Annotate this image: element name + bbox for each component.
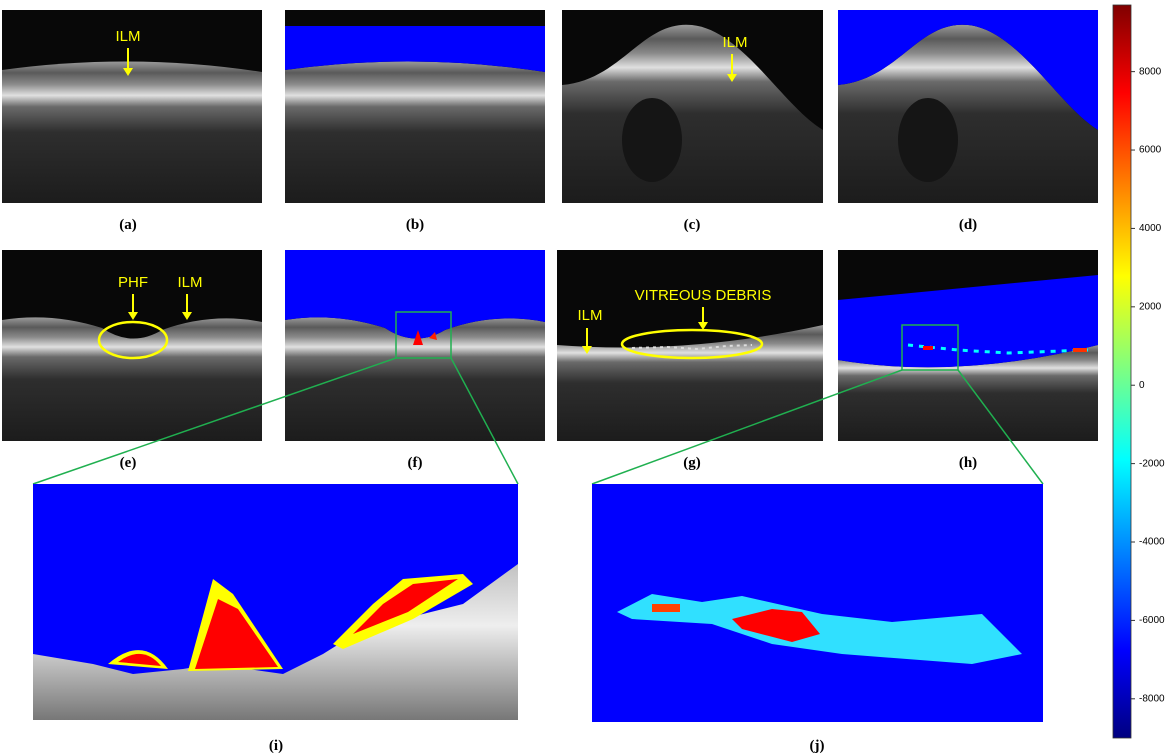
annotation: ILM: [577, 307, 602, 324]
colorbar-tick-label: -4000: [1139, 537, 1165, 548]
panel-label: (d): [959, 217, 977, 233]
colorbar-tick-label: 8000: [1139, 66, 1162, 77]
panel-label: (c): [684, 217, 701, 233]
panel-label: (i): [269, 738, 283, 754]
panel-e: [2, 250, 262, 441]
panel-f: [285, 250, 545, 441]
colorbar-tick-label: 2000: [1139, 301, 1162, 312]
panel-label: (f): [408, 455, 423, 471]
panel-j: [592, 484, 1043, 722]
annotation: PHF: [118, 274, 148, 291]
annotation: VITREOUS DEBRIS: [635, 287, 772, 304]
panel-h: [838, 250, 1098, 441]
panel-c: [562, 10, 823, 203]
annotation: ILM: [722, 34, 747, 51]
colorbar-tick-label: 4000: [1139, 223, 1162, 234]
panel-g: [557, 250, 823, 441]
annotation: ILM: [177, 274, 202, 291]
panel-label: (j): [810, 738, 825, 754]
annotation: ILM: [115, 28, 140, 45]
colorbar-tick-label: -8000: [1139, 693, 1165, 704]
panel-label: (a): [119, 217, 137, 233]
colorbar-tick-label: 6000: [1139, 145, 1162, 156]
panel-label: (g): [683, 455, 701, 471]
panel-label: (h): [959, 455, 977, 471]
panel-label: (b): [406, 217, 424, 233]
panel-i: [33, 484, 518, 720]
colorbar-tick-label: 0: [1139, 380, 1145, 391]
panel-b: [285, 10, 545, 203]
panel-label: (e): [120, 455, 137, 471]
colorbar-tick-label: -6000: [1139, 615, 1165, 626]
panel-d: [838, 10, 1098, 203]
colorbar-tick-label: -2000: [1139, 458, 1165, 469]
colorbar: [1112, 4, 1132, 739]
panel-a: [2, 10, 262, 203]
